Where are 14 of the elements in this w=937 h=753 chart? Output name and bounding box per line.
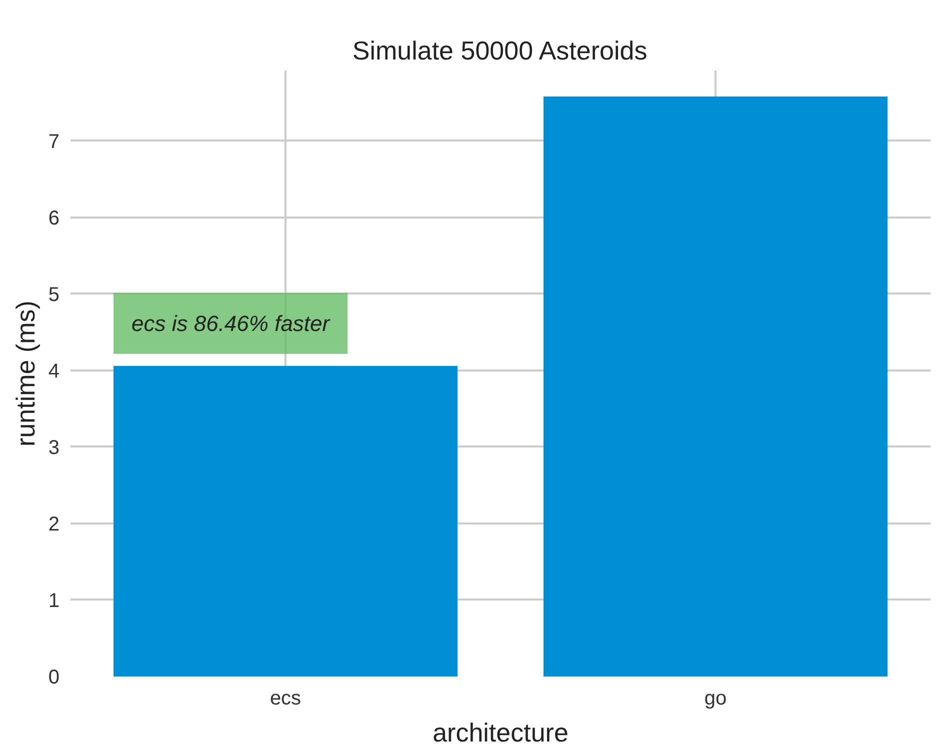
y-tick-label: 0 — [48, 666, 60, 688]
x-tick-label: ecs — [270, 688, 302, 710]
y-tick-label: 3 — [48, 436, 60, 459]
y-tick-label: 5 — [48, 284, 60, 306]
y-tick-label: 6 — [48, 207, 60, 230]
y-tick-label: 7 — [48, 130, 60, 153]
y-tick-label: 1 — [48, 590, 60, 612]
y-axis-title: runtime (ms) — [10, 300, 40, 446]
x-axis-title: architecture — [432, 718, 568, 748]
annotation: ecs is 86.46% faster — [132, 310, 332, 336]
chart-title: Simulate 50000 Asteroids — [352, 36, 648, 66]
y-tick-label: 4 — [48, 360, 60, 382]
x-tick-label: go — [704, 688, 727, 710]
y-tick-label: 2 — [48, 513, 60, 536]
